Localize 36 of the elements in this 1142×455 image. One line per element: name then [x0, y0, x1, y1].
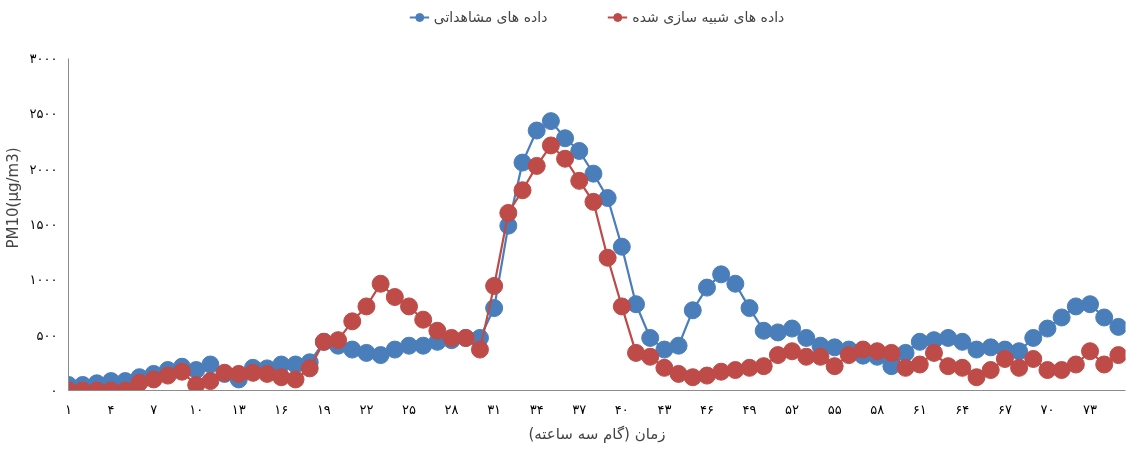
x-tick-label: ۷۳: [1083, 401, 1098, 417]
x-tick-label: ۲۲: [359, 401, 374, 417]
x-tick-label: ۵۸: [870, 401, 885, 417]
x-tick-label: ۳۷: [572, 401, 587, 417]
x-tick-label: ۴۰: [614, 401, 629, 417]
y-tick-label: ۱۵۰۰: [29, 217, 58, 233]
x-tick-label: ۲۸: [444, 401, 459, 417]
x-tick-label: ۴۳: [657, 401, 672, 417]
x-tick-label: ۳۱: [487, 401, 502, 417]
x-tick-label: ۴: [107, 401, 115, 417]
y-tick-label: ۲۵۰۰: [29, 106, 58, 122]
y-tick-label: ۰: [50, 383, 58, 398]
x-tick-label: ۱۳: [231, 401, 246, 417]
x-tick-label: ۷: [150, 401, 158, 417]
y-tick-label: ۵۰۰: [36, 327, 58, 343]
x-tick-label: ۶۷: [997, 401, 1012, 417]
x-tick-label: ۱۹: [316, 401, 331, 417]
y-tick-label: ۱۰۰۰: [29, 272, 58, 288]
x-tick-label: ۶۴: [955, 401, 970, 417]
x-tick-label: ۱۰: [189, 401, 204, 417]
x-axis-title: زمان (گام سه ساعته): [528, 424, 666, 443]
x-tick-label: ۷۰: [1040, 401, 1055, 417]
legend-label: داده های شبیه سازی شده: [632, 9, 785, 25]
x-tick-label: ۴۶: [699, 401, 714, 417]
x-tick-label: ۲۵: [402, 401, 417, 417]
x-tick-label: ۵۵: [827, 401, 842, 417]
x-tick-label: ۱: [65, 401, 72, 417]
y-axis-title: PM10(µg/m3): [3, 147, 22, 249]
x-tick-label: ۶۱: [912, 401, 927, 417]
x-tick-label: ۴۹: [742, 401, 757, 417]
x-tick-label: ۵۲: [785, 401, 800, 417]
x-tick-label: ۳۴: [529, 401, 544, 417]
y-tick-label: ۲۰۰۰: [29, 161, 58, 177]
y-tick-label: ۳۰۰۰: [29, 51, 58, 67]
x-tick-label: ۱۶: [274, 401, 289, 417]
legend-label: داده های مشاهداتی: [433, 9, 548, 25]
